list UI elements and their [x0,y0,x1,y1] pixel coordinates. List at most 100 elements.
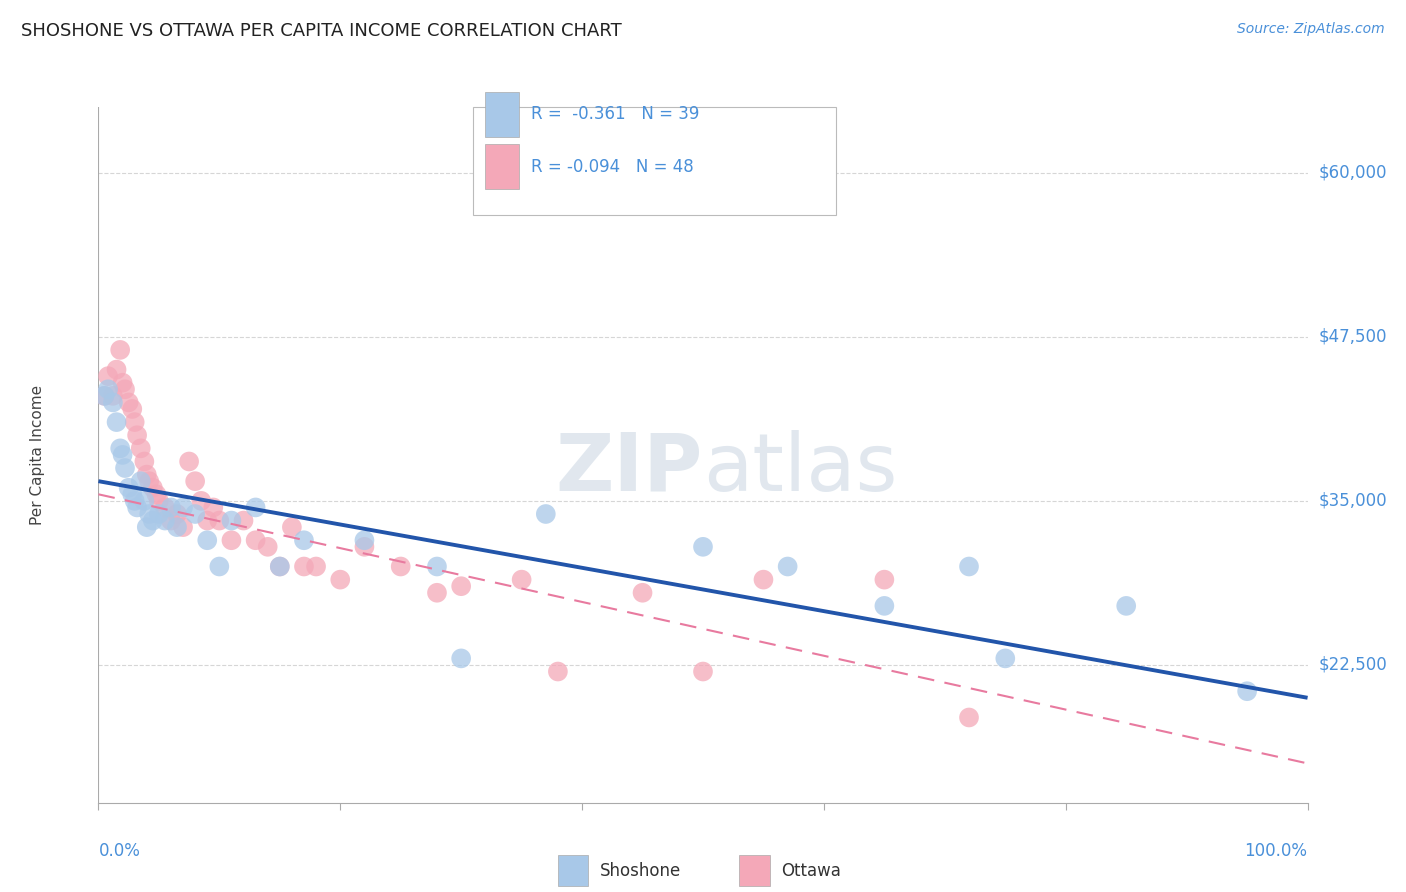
Point [957,710,980,724]
Point [153,500,176,515]
Point [134,494,156,508]
Point [184,474,207,488]
Point [111,448,134,462]
Point [101,395,124,409]
Point [93,389,115,403]
Point [108,343,131,357]
Point [245,500,267,515]
Point [957,559,980,574]
Point [166,520,188,534]
Point [281,520,304,534]
Point [256,540,278,554]
Text: 0.0%: 0.0% [98,842,141,860]
Point [873,573,896,587]
Point [135,467,157,482]
Point [172,520,194,534]
Text: SHOSHONE VS OTTAWA PER CAPITA INCOME CORRELATION CHART: SHOSHONE VS OTTAWA PER CAPITA INCOME COR… [21,22,621,40]
Point [305,559,328,574]
Point [329,573,352,587]
Point [692,665,714,679]
Point [450,579,472,593]
Point [101,389,124,403]
Point [124,415,146,429]
Text: R =  -0.361   N = 39: R = -0.361 N = 39 [531,105,700,123]
Text: $22,500: $22,500 [1319,656,1388,674]
Text: Ottawa: Ottawa [782,862,841,880]
Point [353,533,375,548]
Point [292,533,315,548]
Point [269,559,291,574]
Point [232,514,254,528]
Text: Source: ZipAtlas.com: Source: ZipAtlas.com [1237,22,1385,37]
Point [108,442,131,456]
Point [127,500,149,515]
Point [353,540,375,554]
Point [221,533,243,548]
Point [121,487,143,501]
Point [534,507,557,521]
Point [426,559,449,574]
Point [873,599,896,613]
Point [631,586,654,600]
Text: Per Capita Income: Per Capita Income [31,384,45,525]
Point [190,494,212,508]
FancyBboxPatch shape [474,107,837,215]
Point [111,376,134,390]
Point [195,514,218,528]
Point [245,533,267,548]
Point [97,369,120,384]
Point [142,514,165,528]
FancyBboxPatch shape [558,855,588,887]
Point [105,362,128,376]
Text: $60,000: $60,000 [1319,163,1388,182]
Text: R = -0.094   N = 48: R = -0.094 N = 48 [531,158,695,176]
Point [692,540,714,554]
Point [450,651,472,665]
Point [776,559,799,574]
FancyBboxPatch shape [485,144,519,189]
Point [142,481,165,495]
Point [93,389,115,403]
Point [208,514,231,528]
Point [138,474,160,488]
Point [510,573,533,587]
Text: $47,500: $47,500 [1319,327,1388,346]
Point [114,382,136,396]
Text: $35,000: $35,000 [1319,491,1388,510]
Point [292,559,315,574]
Point [1236,684,1258,698]
Point [129,442,152,456]
Point [202,500,225,515]
Point [129,474,152,488]
Point [145,487,167,501]
Point [148,507,170,521]
Point [752,573,775,587]
Point [118,481,141,495]
FancyBboxPatch shape [740,855,769,887]
Text: 100.0%: 100.0% [1244,842,1308,860]
Point [547,665,569,679]
Point [118,395,141,409]
Text: ZIP: ZIP [555,430,703,508]
Point [166,507,188,521]
Text: atlas: atlas [703,430,897,508]
Point [134,454,156,468]
Point [195,533,218,548]
Point [221,514,243,528]
Point [148,494,170,508]
Point [105,415,128,429]
Point [127,428,149,442]
Point [208,559,231,574]
Point [97,382,120,396]
Point [426,586,449,600]
Point [160,514,183,528]
Point [153,514,176,528]
Point [1115,599,1137,613]
Point [184,507,207,521]
Point [138,507,160,521]
Point [114,461,136,475]
Point [994,651,1017,665]
Text: Shoshone: Shoshone [600,862,682,880]
Point [135,520,157,534]
Point [160,500,183,515]
